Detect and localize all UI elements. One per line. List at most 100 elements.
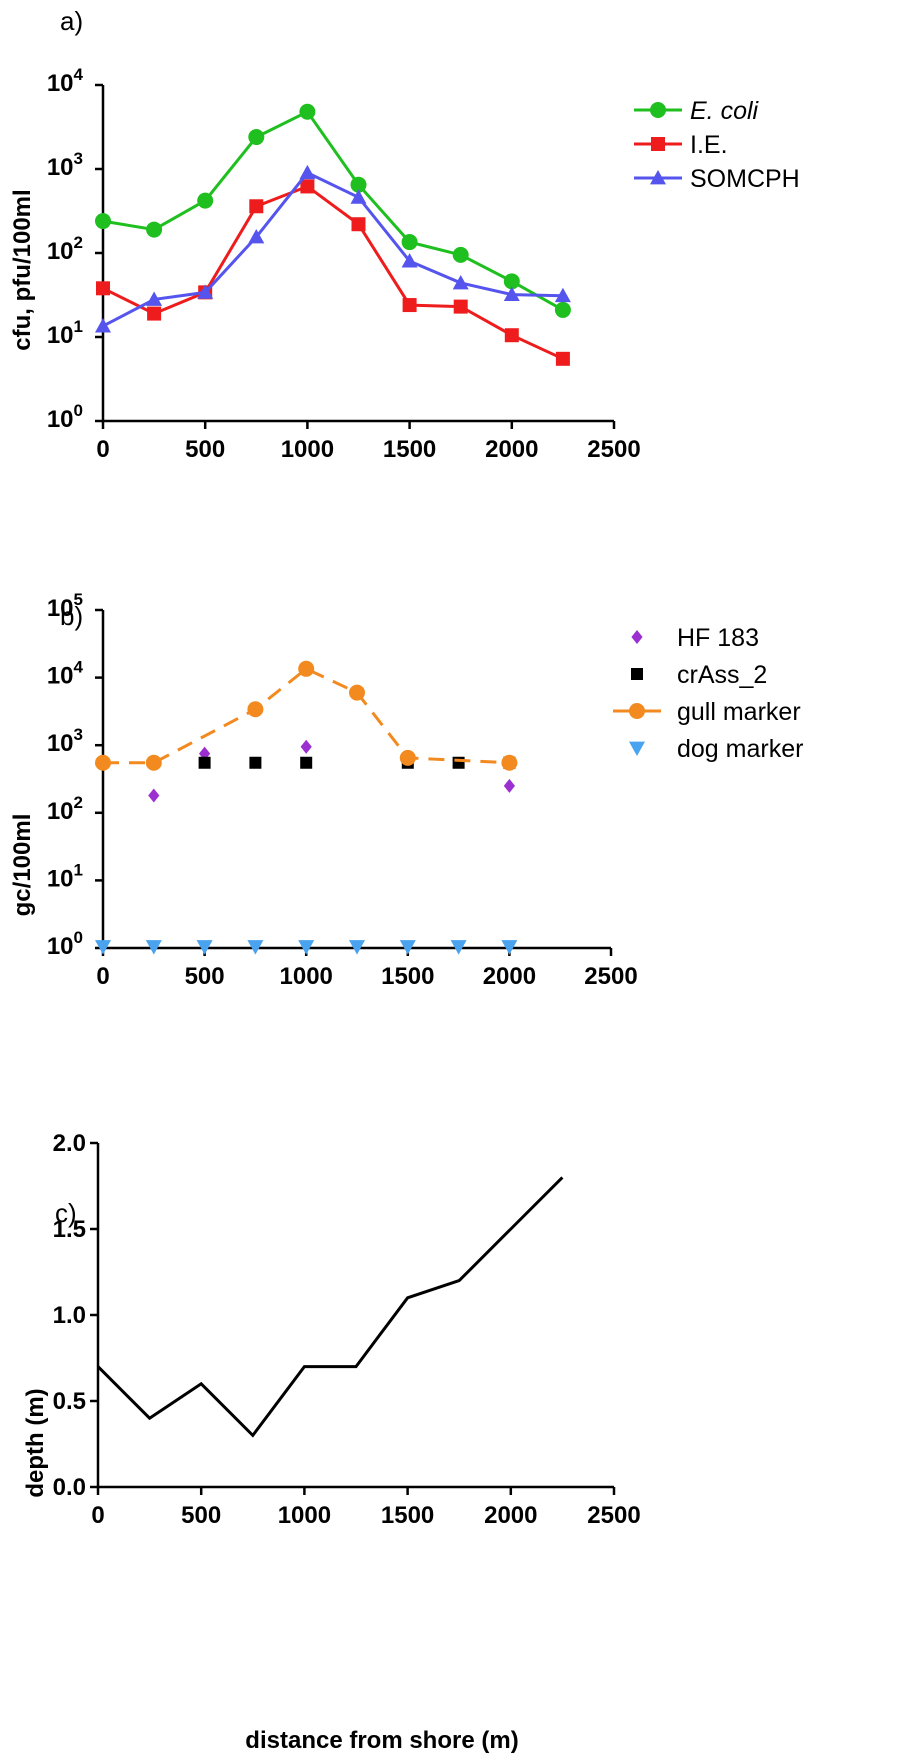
panel-a-label: a) [60,6,83,36]
e-coli-point [197,192,214,209]
legend-i-e-marker [651,137,665,151]
y-tick-label: 102 [47,793,83,825]
y-tick-label: 104 [47,65,84,97]
panel-a: a) cfu, pfu/100ml 0 500 1000 1500 2000 2500 10… [9,6,800,463]
crass-2-point [300,756,313,769]
x-tick-label: 1000 [280,963,333,990]
e-coli-point [248,129,265,146]
e-coli-point [452,246,469,263]
i-e-line [102,184,564,361]
x-tick-label: 0 [96,963,109,990]
dog-marker-point [399,940,416,955]
panel-c-x-axis-title: distance from shore (m) [245,1727,518,1754]
i-e-point [249,199,264,214]
i-e-point [555,351,570,366]
gull-marker-point [95,754,111,771]
panel-b: b) gc/100ml 0 500 1000 1500 2000 2500 100 101 10… [9,590,803,990]
legend-dog-marker-marker [629,741,645,756]
x-tick-label: 2000 [484,1502,537,1529]
e-coli-point [146,221,163,238]
e-coli-point [401,234,418,251]
gull-marker-point [349,684,365,701]
i-e-point [504,328,519,343]
x-tick-label: 1000 [281,436,334,463]
y-tick-label: 0.5 [53,1388,86,1415]
somcph-point [452,274,469,290]
dog-marker-point [298,940,315,955]
x-tick-label: 500 [185,963,225,990]
dog-marker-point [95,940,111,955]
legend-hf-183-label: HF 183 [677,624,759,652]
panel-a-legend: E. coli I.E. SOMCPH [634,97,800,193]
y-tick-label: 1.5 [53,1216,86,1243]
panel-c-y-axis-title: depth (m) [22,1388,49,1497]
gull-marker-point [145,754,162,771]
dog-marker-point [145,940,162,955]
x-tick-label: 2500 [587,436,640,463]
somcph-point [350,189,367,204]
i-e-point [402,298,417,313]
legend-somcph-label: SOMCPH [690,165,800,193]
dog-marker-point [501,940,518,955]
hf-183-point [148,788,160,803]
dog-marker-point [196,940,213,955]
y-tick-label: 105 [47,590,83,622]
crass-2-point [198,756,211,769]
legend-crass-2-label: crAss_2 [677,661,767,689]
legend-i-e-label: I.E. [690,131,728,159]
somcph-point [248,229,265,244]
y-tick-label: 2.0 [53,1130,86,1157]
legend-crass-2-marker [631,668,643,680]
i-e-point [453,299,468,314]
e-coli-line [102,109,564,312]
x-tick-label: 1500 [383,436,436,463]
x-tick-label: 2500 [584,963,637,990]
x-tick-label: 2000 [483,963,536,990]
somcph-point [401,253,418,268]
panel-a-y-axis-title: cfu, pfu/100ml [9,189,36,350]
y-tick-label: 101 [47,860,83,892]
i-e-point [351,217,366,232]
legend-e-coli-marker [650,102,666,118]
y-tick-label: 103 [47,725,83,757]
y-tick-label: 101 [47,317,83,349]
panel-a-plot: 0 500 1000 1500 2000 2500 100 101 102 103 104 [47,65,641,463]
dog-marker-point [349,940,365,955]
legend-e-coli-label: E. coli [690,97,760,125]
x-tick-label: 500 [185,436,225,463]
legend-somcph-marker [650,170,666,185]
crass-2-point [249,756,262,769]
somcph-point [554,287,571,303]
y-tick-label: 102 [47,233,83,265]
y-tick-label: 1.0 [53,1302,86,1329]
panel-c-label: c) [55,1198,77,1228]
x-tick-label: 2500 [587,1502,640,1529]
legend-gull-marker-marker [629,703,645,719]
gull-marker-point [501,754,518,771]
somcph-line [102,170,563,328]
e-coli-point [299,103,316,120]
x-tick-label: 0 [91,1502,104,1529]
somcph-point [197,284,214,299]
i-e-point [147,306,162,321]
panel-b-y-axis-title: gc/100ml [9,814,36,917]
i-e-point [96,281,110,296]
i-e-point [300,179,315,194]
gull-marker-point [399,749,416,766]
x-tick-label: 1000 [278,1502,331,1529]
hf-183-point [503,778,515,793]
panel-c: c) depth (m) distance from shore (m) 0 50… [22,1130,641,1754]
x-tick-label: 0 [96,436,109,463]
y-tick-label: 103 [47,149,83,181]
hf-183-point [300,739,312,754]
somcph-point [95,318,111,333]
e-coli-point [503,273,520,290]
y-tick-label: 104 [47,658,84,690]
dog-marker-point [247,940,264,955]
e-coli-point [554,301,571,318]
legend-hf-183-marker [631,630,643,644]
somcph-point [146,291,163,306]
panel-b-label: b) [60,601,83,631]
x-tick-label: 1500 [381,963,434,990]
crass-2-point [452,756,465,769]
